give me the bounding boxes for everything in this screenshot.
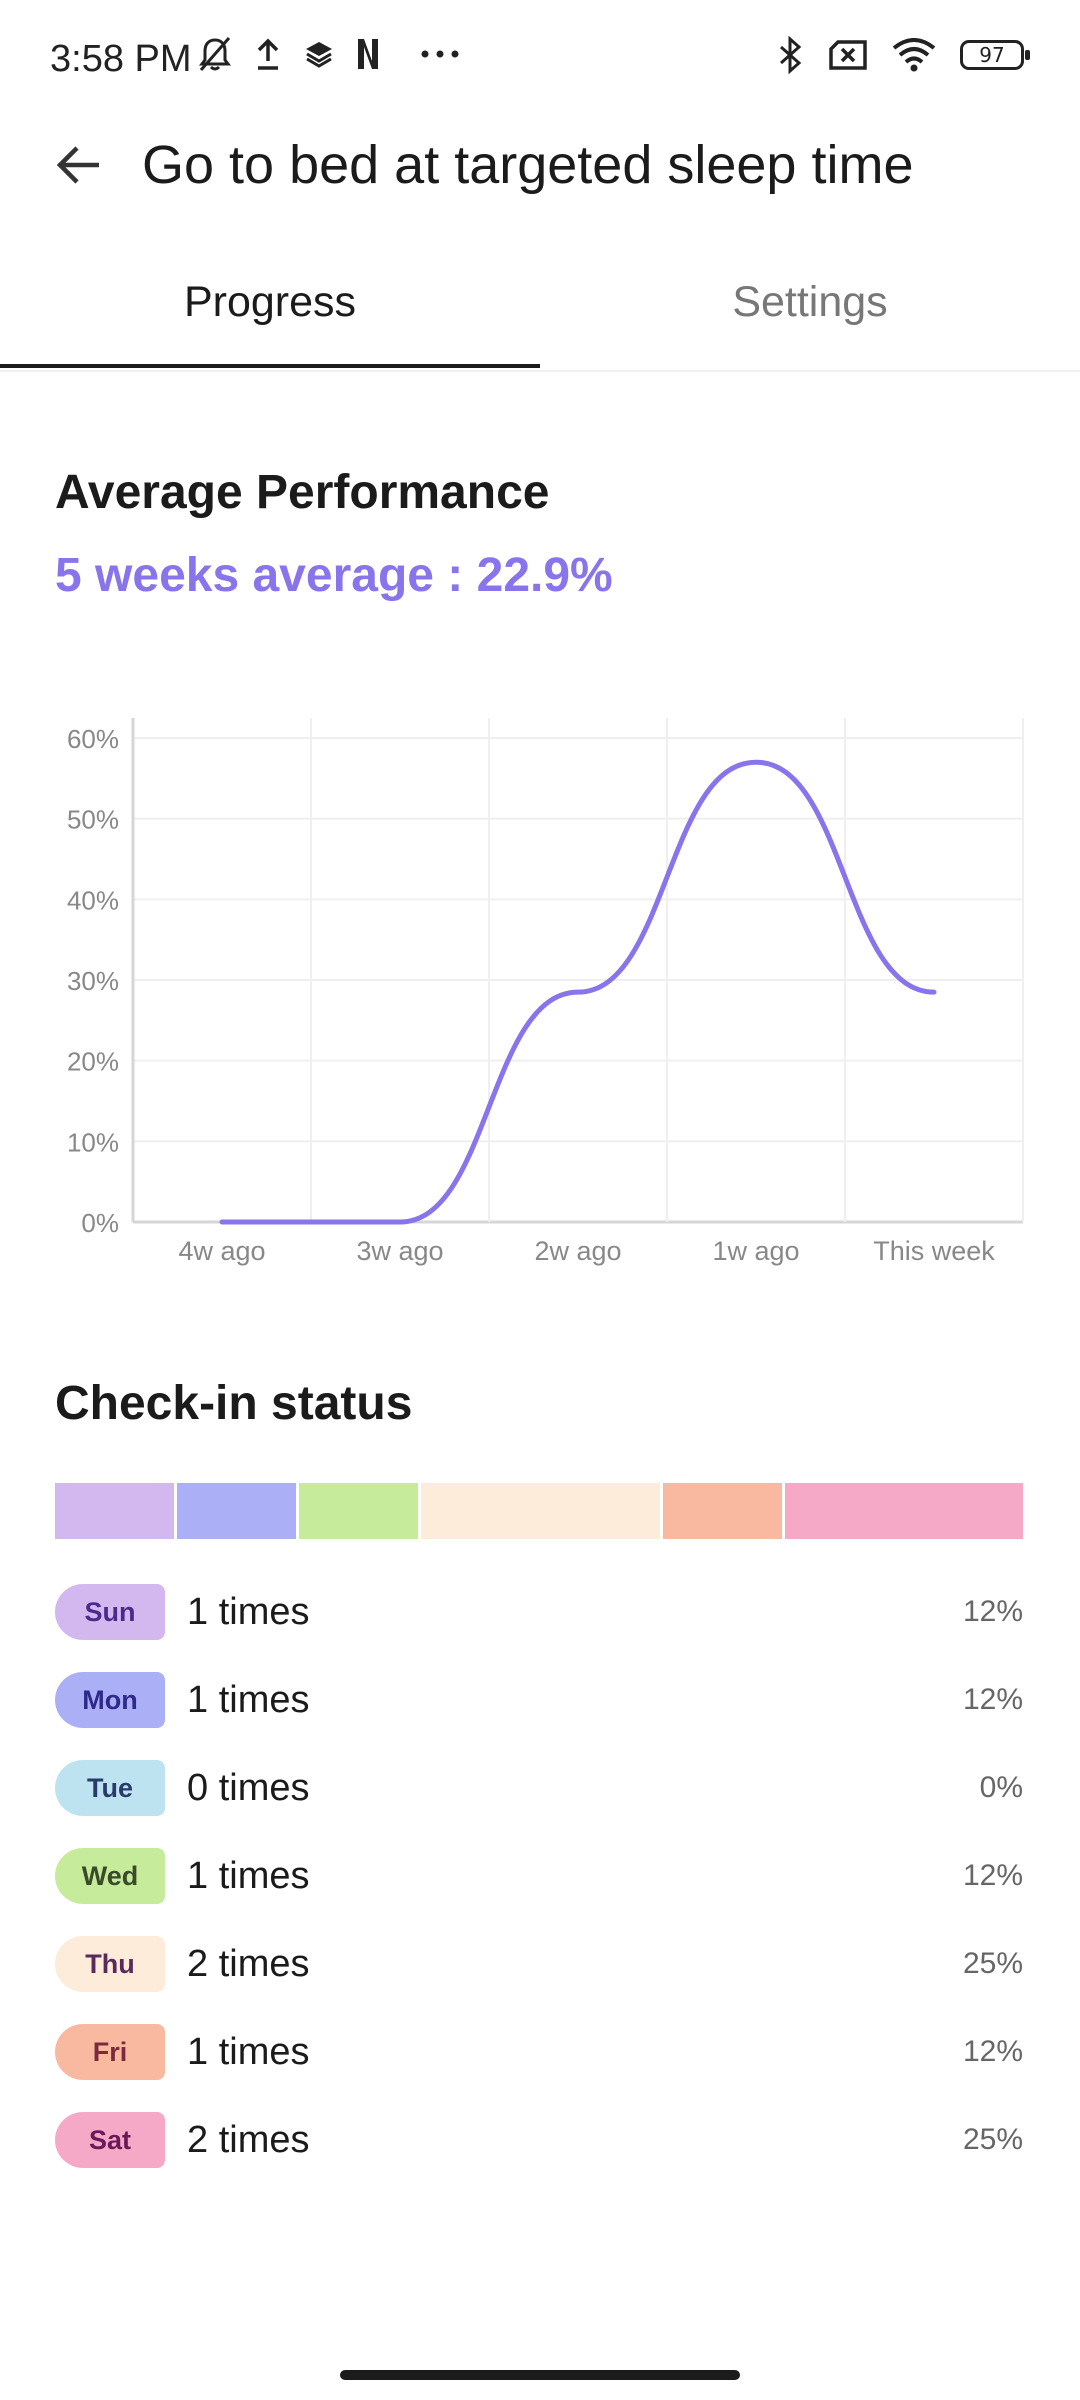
bar-segment-mon [177,1483,297,1539]
checkin-times: 1 times [187,2031,310,2073]
checkin-row-sun: Sun 1 times 12% [55,1580,1023,1668]
status-icons-right: 97 [778,36,1030,74]
checkin-status-title: Check-in status [55,1377,413,1430]
checkin-row-mon: Mon 1 times 12% [55,1668,1023,1756]
y-tick-label: 0% [81,1208,119,1238]
x-tick-label: 2w ago [534,1236,621,1266]
bar-segment-fri [662,1483,782,1539]
bar-segment-wed [299,1483,419,1539]
x-tick-label: 3w ago [356,1236,443,1266]
checkin-row-fri: Fri 1 times 12% [55,2020,1023,2108]
checkin-percent: 12% [962,1595,1023,1628]
performance-series-line [219,759,937,1225]
checkin-percent: 12% [962,1683,1023,1716]
x-tick-label: 4w ago [178,1236,265,1266]
bar-segment-sun [55,1483,175,1539]
y-tick-label: 40% [67,885,119,915]
y-tick-label: 10% [67,1127,119,1157]
checkin-row-thu: Thu 2 times 25% [55,1932,1023,2020]
checkin-percent: 0% [979,1771,1023,1804]
y-tick-label: 60% [67,724,119,754]
bar-segment-sat [784,1483,1023,1539]
status-bar: 3:58 PM [0,0,1080,120]
day-pill: Tue [55,1760,165,1816]
y-tick-label: 30% [67,966,119,996]
checkin-times: 2 times [187,1943,310,1985]
day-pill: Mon [55,1672,165,1728]
average-performance-title: Average Performance [55,466,550,519]
checkin-percent: 12% [962,1859,1023,1892]
checkin-times: 2 times [187,2119,310,2161]
day-pill: Wed [55,1848,165,1904]
status-time: 3:58 PM [50,38,192,80]
no-sim-icon [829,40,867,70]
checkin-percent: 12% [962,2035,1023,2068]
checkin-times: 1 times [187,1679,310,1721]
checkin-percent: 25% [962,2123,1023,2156]
y-tick-label: 20% [67,1047,119,1077]
bell-off-icon [199,37,231,71]
back-button[interactable] [48,134,110,196]
bluetooth-icon [780,36,802,74]
checkin-times: 1 times [187,1591,310,1633]
app-bar: Go to bed at targeted sleep time [0,110,1080,220]
checkin-times: 0 times [187,1767,310,1809]
checkin-row-sat: Sat 2 times 25% [55,2108,1023,2196]
wifi-icon [892,38,936,72]
page-title: Go to bed at targeted sleep time [142,135,914,195]
checkin-row-tue: Tue 0 times 0% [55,1756,1023,1844]
more-dots-icon [421,50,459,58]
performance-chart: 0% 10% 20% 30% 40% 50% 60% 4w ago 3w ago 2w ago 1w… [0,680,1080,1280]
day-pill: Sat [55,2112,165,2168]
checkin-times: 1 times [187,1855,310,1897]
day-pill: Fri [55,2024,165,2080]
day-pill: Thu [55,1936,165,1992]
checkin-row-wed: Wed 1 times 12% [55,1844,1023,1932]
netflix-icon [358,39,378,69]
day-pill: Sun [55,1584,165,1640]
weeks-average-line: 5 weeks average : 22.9% [55,548,613,603]
x-tick-label: 1w ago [712,1236,799,1266]
tab-progress[interactable]: Progress [0,250,540,368]
checkin-distribution-bar [55,1483,1023,1539]
home-indicator[interactable] [340,2370,740,2380]
layers-icon [306,42,332,68]
weeks-average-value: 22.9% [476,549,613,602]
status-icons-left [198,36,460,72]
upload-icon [257,38,279,70]
tab-settings[interactable]: Settings [732,278,888,326]
checkin-percent: 25% [962,1947,1023,1980]
y-tick-label: 50% [67,805,119,835]
bar-segment-thu [421,1483,660,1539]
arrow-left-icon [56,146,99,184]
x-tick-label: This week [873,1236,995,1266]
checkin-list: Sun 1 times 12% Mon 1 times 12% Tue 0 times 0% We… [55,1580,1023,2196]
battery-indicator: 97 [960,40,1030,70]
performance-chart-svg: 0% 10% 20% 30% 40% 50% 60% 4w ago 3w ago 2w ago 1w… [67,718,1024,1266]
tab-bar: Progress Settings [0,250,1080,372]
weeks-average-label: 5 weeks average : [55,549,477,602]
